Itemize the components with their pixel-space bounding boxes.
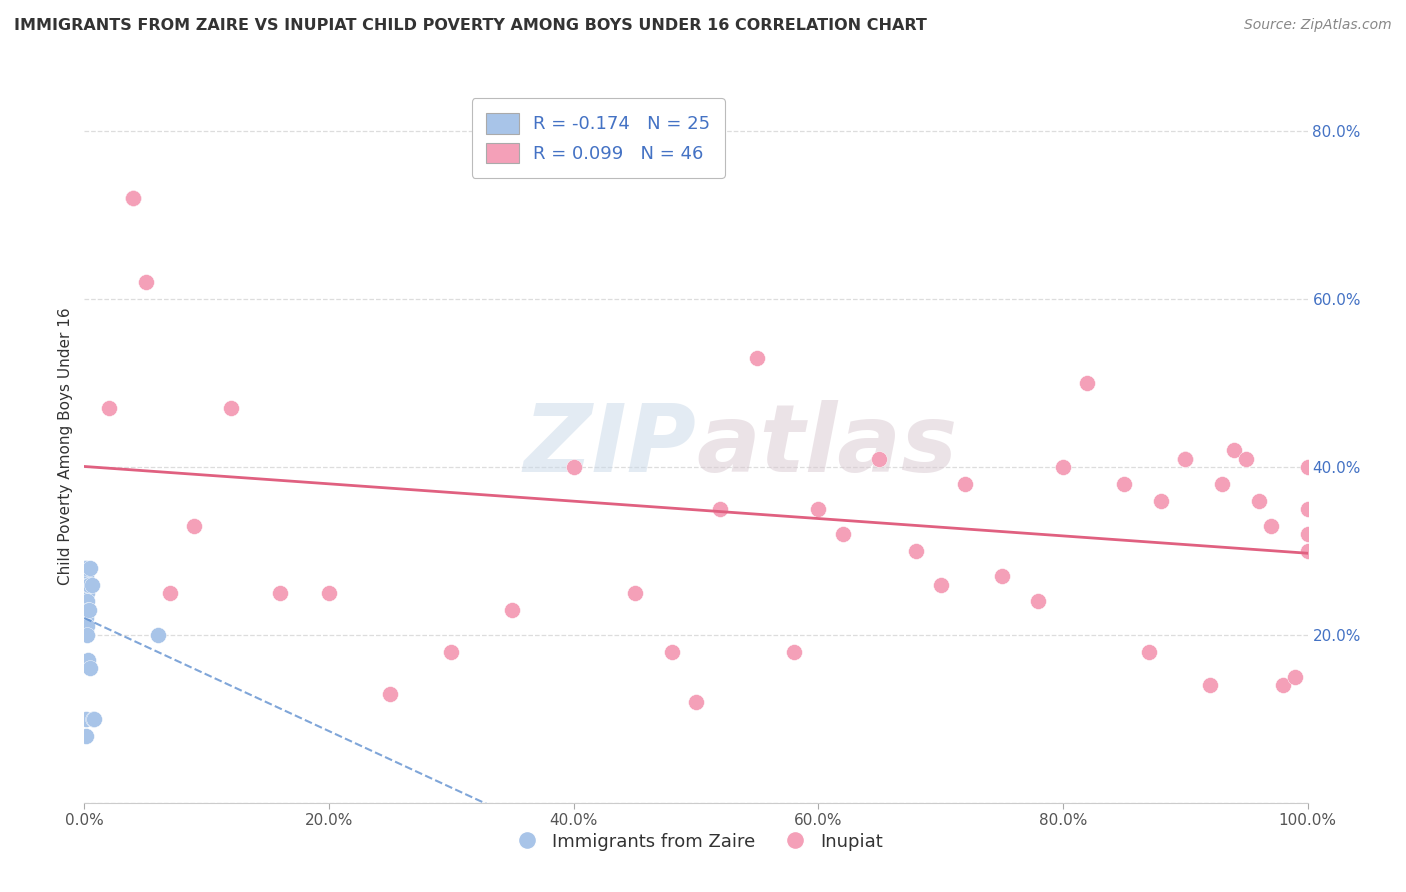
Point (562, 460, 585, 475)
Point (380, 687, 402, 701)
Point (1284, 670, 1306, 684)
Point (77, 603, 100, 617)
Point (1236, 451, 1258, 466)
Point (219, 401, 242, 416)
Text: atlas: atlas (696, 400, 957, 492)
Point (73, 569, 96, 583)
Point (1114, 476, 1136, 491)
Point (183, 518, 205, 533)
Point (1296, 544, 1319, 558)
Point (1028, 594, 1050, 608)
Point (76, 594, 98, 608)
Point (953, 476, 976, 491)
Point (661, 645, 683, 659)
Point (76, 628, 98, 642)
Point (79, 560, 101, 574)
Point (905, 544, 928, 558)
Point (75, 712, 97, 726)
Y-axis label: Child Poverty Among Boys Under 16: Child Poverty Among Boys Under 16 (58, 307, 73, 585)
Point (1247, 493, 1270, 508)
Point (440, 645, 463, 659)
Point (75, 560, 97, 574)
Point (1174, 451, 1197, 466)
Point (77, 577, 100, 591)
Point (1260, 518, 1282, 533)
Text: Source: ZipAtlas.com: Source: ZipAtlas.com (1244, 18, 1392, 32)
Point (869, 451, 891, 466)
Point (76, 619, 98, 633)
Point (1052, 460, 1074, 475)
Point (77, 603, 100, 617)
Point (269, 586, 291, 600)
Point (73, 577, 96, 591)
Point (1150, 493, 1173, 508)
Point (80, 577, 103, 591)
Point (318, 586, 340, 600)
Point (747, 351, 769, 365)
Point (1198, 678, 1220, 692)
Point (1296, 527, 1319, 541)
Point (75, 611, 97, 625)
Point (709, 502, 731, 516)
Point (991, 569, 1014, 583)
Point (77, 653, 100, 667)
Point (831, 527, 853, 541)
Point (75, 577, 97, 591)
Point (624, 586, 647, 600)
Point (1272, 678, 1295, 692)
Text: ZIP: ZIP (523, 400, 696, 492)
Point (76, 586, 98, 600)
Point (77, 577, 100, 591)
Point (1174, 451, 1197, 466)
Point (685, 695, 707, 709)
Point (73, 560, 96, 574)
Point (97, 401, 120, 416)
Point (75, 586, 97, 600)
Legend: Immigrants from Zaire, Inupiat: Immigrants from Zaire, Inupiat (502, 826, 890, 858)
Point (1076, 376, 1098, 390)
Point (75, 569, 97, 583)
Point (159, 586, 181, 600)
Point (82, 712, 104, 726)
Point (1296, 502, 1319, 516)
Point (1137, 645, 1160, 659)
Point (122, 191, 145, 205)
Point (135, 275, 157, 289)
Point (83, 712, 105, 726)
Point (146, 628, 169, 642)
Point (783, 645, 806, 659)
Point (502, 603, 524, 617)
Point (807, 502, 830, 516)
Point (929, 577, 952, 591)
Point (75, 729, 97, 743)
Point (1296, 460, 1319, 475)
Point (79, 661, 101, 675)
Point (1223, 443, 1246, 458)
Point (122, 191, 145, 205)
Point (1211, 476, 1233, 491)
Text: IMMIGRANTS FROM ZAIRE VS INUPIAT CHILD POVERTY AMONG BOYS UNDER 16 CORRELATION C: IMMIGRANTS FROM ZAIRE VS INUPIAT CHILD P… (14, 18, 927, 33)
